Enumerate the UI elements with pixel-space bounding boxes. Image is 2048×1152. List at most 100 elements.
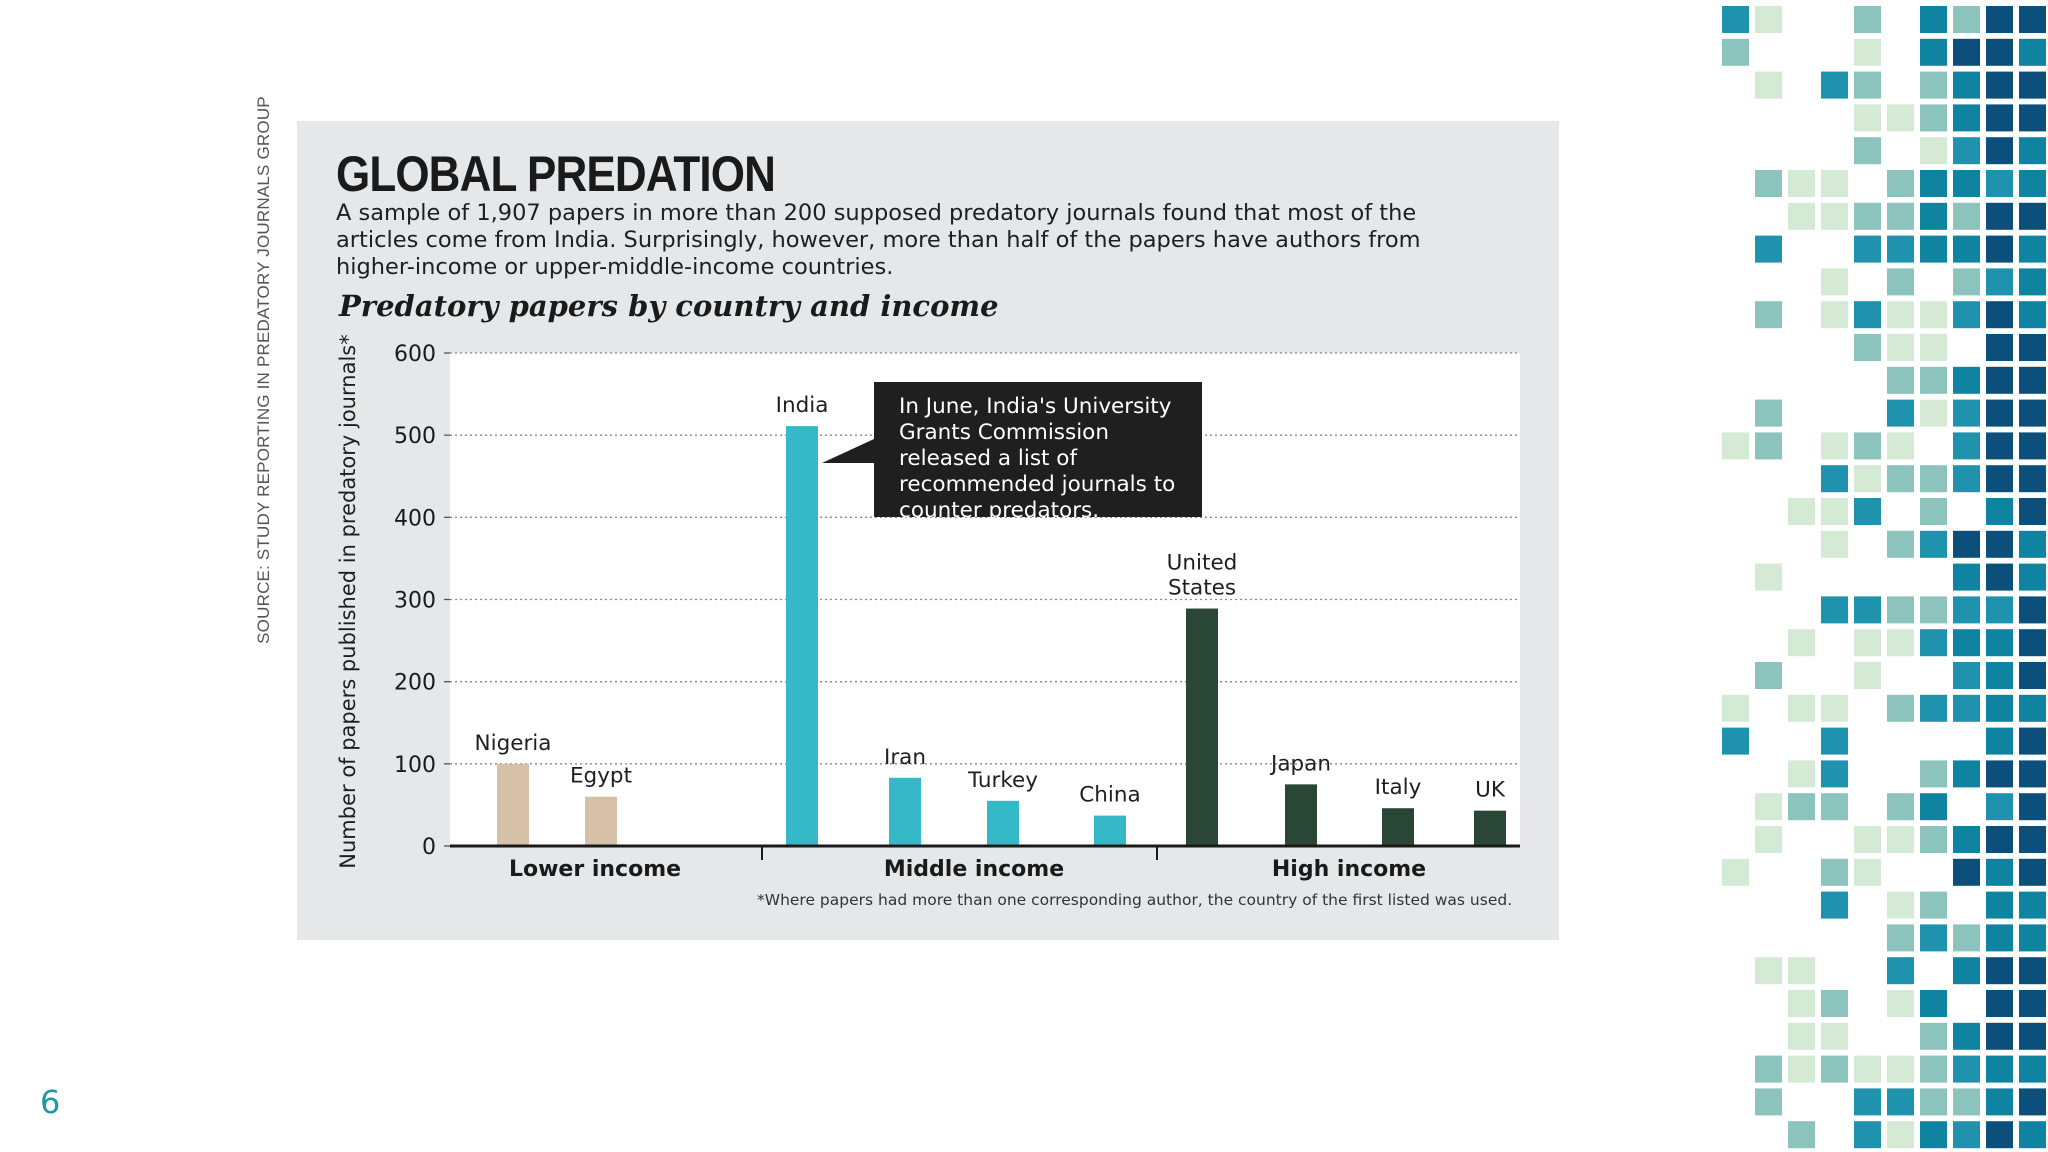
mosaic-tile xyxy=(2019,990,2046,1017)
mosaic-tile xyxy=(1821,202,1848,230)
mosaic-tile xyxy=(1986,71,2013,99)
mosaic-tile xyxy=(1821,1055,1848,1083)
mosaic-tile xyxy=(1887,826,1914,853)
mosaic-tile xyxy=(1821,301,1848,329)
mosaic-tile xyxy=(2019,366,2046,394)
mosaic-tile xyxy=(1953,826,1980,853)
mosaic-tile xyxy=(1986,924,2013,952)
mosaic-tile xyxy=(1854,1055,1881,1083)
mosaic-tile xyxy=(1953,662,1980,689)
mosaic-tile xyxy=(1953,530,1980,558)
mosaic-tile xyxy=(1722,38,1749,66)
mosaic-tile xyxy=(1887,694,1914,722)
mosaic-tile xyxy=(1920,6,1947,33)
mosaic-tile xyxy=(1920,170,1947,197)
mosaic-tile xyxy=(2019,465,2046,493)
mosaic-tile xyxy=(1887,432,1914,460)
callout-box: In June, India's University Grants Commi… xyxy=(874,382,1202,523)
mosaic-tile xyxy=(1953,170,1980,197)
mosaic-tile xyxy=(1986,137,2013,165)
mosaic-tile xyxy=(1920,1121,1947,1149)
mosaic-tile xyxy=(1887,629,1914,657)
mosaic-tile xyxy=(1854,6,1881,33)
group-label: Middle income xyxy=(884,857,1064,882)
group-label: High income xyxy=(1272,857,1426,882)
mosaic-tile xyxy=(1821,432,1848,460)
mosaic-tile xyxy=(2019,170,2046,197)
mosaic-tile xyxy=(1854,1121,1881,1149)
mosaic-tile xyxy=(1788,990,1815,1017)
mosaic-tile xyxy=(1953,1121,1980,1149)
mosaic-tile xyxy=(1953,301,1980,329)
mosaic-tile xyxy=(1986,334,2013,361)
y-tick-label: 400 xyxy=(394,506,436,531)
mosaic-tile xyxy=(1953,465,1980,493)
bar-united-states xyxy=(1186,608,1218,846)
mosaic-tile xyxy=(1788,170,1815,197)
bar-label: Japan xyxy=(1269,751,1331,776)
mosaic-tile xyxy=(1920,760,1947,788)
mosaic-tile xyxy=(1788,694,1815,722)
y-tick-label: 300 xyxy=(394,589,436,614)
mosaic-tile xyxy=(1821,727,1848,755)
y-tick-label: 200 xyxy=(394,671,436,696)
mosaic-tile xyxy=(1953,6,1980,33)
mosaic-tile xyxy=(1854,1088,1881,1116)
mosaic-tile xyxy=(1887,399,1914,427)
y-tick-label: 500 xyxy=(394,424,436,449)
mosaic-tile xyxy=(1755,957,1782,985)
bar-label: Nigeria xyxy=(475,731,552,756)
mosaic-tile xyxy=(2019,727,2046,755)
mosaic-tile xyxy=(2019,858,2046,886)
mosaic-tile xyxy=(1755,235,1782,263)
mosaic-tile xyxy=(1953,1022,1980,1050)
mosaic-tile xyxy=(1821,71,1848,99)
mosaic-tile xyxy=(1821,170,1848,197)
mosaic-tile xyxy=(1953,957,1980,985)
mosaic-tile xyxy=(1854,596,1881,624)
mosaic-tile xyxy=(1887,366,1914,394)
mosaic-tile xyxy=(1986,1022,2013,1050)
chart-footnote: *Where papers had more than one correspo… xyxy=(757,891,1513,909)
mosaic-tile xyxy=(1986,694,2013,722)
mosaic-tile xyxy=(1953,596,1980,624)
mosaic-tile xyxy=(1887,170,1914,197)
mosaic-tile xyxy=(1986,1088,2013,1116)
source-note: SOURCE: STUDY REPORTING IN PREDATORY JOU… xyxy=(254,96,273,644)
bar-italy xyxy=(1382,808,1414,846)
mosaic-tile xyxy=(1920,596,1947,624)
mosaic-tile xyxy=(1887,990,1914,1017)
mosaic-tile xyxy=(2019,694,2046,722)
bar-chart: 0 100 200 300 400 500 600 Number of papers publ… xyxy=(336,334,1520,882)
mosaic-tile xyxy=(1755,1055,1782,1083)
bar-label: United xyxy=(1167,551,1238,576)
mosaic-tile xyxy=(1920,202,1947,230)
mosaic-tile xyxy=(1821,530,1848,558)
mosaic-tile xyxy=(2019,399,2046,427)
mosaic-tile xyxy=(1887,924,1914,952)
mosaic-tile xyxy=(2019,1121,2046,1149)
mosaic-tile xyxy=(1821,498,1848,525)
mosaic-tile xyxy=(2019,202,2046,230)
mosaic-tile xyxy=(1920,366,1947,394)
mosaic-tile xyxy=(1920,38,1947,66)
mosaic-tile xyxy=(1854,301,1881,329)
bar-label: Italy xyxy=(1375,775,1422,800)
mosaic-tile xyxy=(1920,826,1947,853)
mosaic-tile xyxy=(1986,858,2013,886)
mosaic-tile xyxy=(1953,268,1980,296)
mosaic-tile xyxy=(1887,268,1914,296)
mosaic-tile xyxy=(1920,924,1947,952)
mosaic-tile xyxy=(1920,399,1947,427)
mosaic-tile xyxy=(1953,202,1980,230)
mosaic-tile xyxy=(2019,793,2046,821)
y-tick-label: 600 xyxy=(394,342,436,367)
mosaic-tile xyxy=(1854,629,1881,657)
bar-label: China xyxy=(1079,783,1140,808)
mosaic-tile xyxy=(2019,334,2046,361)
mosaic-tile xyxy=(1986,38,2013,66)
mosaic-tile xyxy=(1986,990,2013,1017)
mosaic-tile xyxy=(1986,399,2013,427)
bar-label: Egypt xyxy=(570,764,632,789)
mosaic-tile xyxy=(1953,1088,1980,1116)
